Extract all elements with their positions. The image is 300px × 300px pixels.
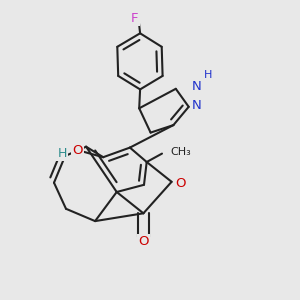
Text: O: O xyxy=(138,235,149,248)
Text: H: H xyxy=(204,70,213,80)
Text: O: O xyxy=(175,177,185,190)
Text: H: H xyxy=(57,147,67,160)
Text: O: O xyxy=(72,143,83,157)
Text: N: N xyxy=(192,80,202,93)
Text: F: F xyxy=(131,11,139,25)
Text: N: N xyxy=(192,99,201,112)
Text: CH₃: CH₃ xyxy=(170,147,191,158)
